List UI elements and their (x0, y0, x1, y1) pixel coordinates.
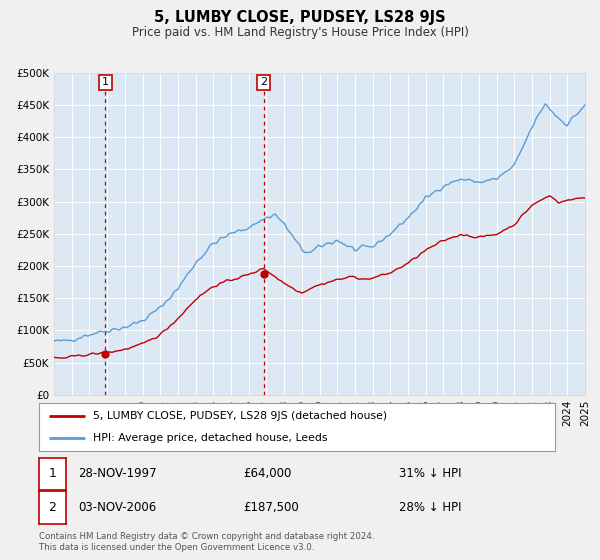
Text: 28% ↓ HPI: 28% ↓ HPI (399, 501, 461, 514)
Text: 1: 1 (102, 77, 109, 87)
Text: 28-NOV-1997: 28-NOV-1997 (78, 467, 157, 480)
Text: £187,500: £187,500 (243, 501, 299, 514)
Text: 1: 1 (49, 467, 56, 480)
Text: HPI: Average price, detached house, Leeds: HPI: Average price, detached house, Leed… (93, 433, 328, 443)
Text: 5, LUMBY CLOSE, PUDSEY, LS28 9JS: 5, LUMBY CLOSE, PUDSEY, LS28 9JS (154, 10, 446, 25)
Text: 03-NOV-2006: 03-NOV-2006 (78, 501, 156, 514)
Bar (106, 73, 263, 395)
Text: £64,000: £64,000 (243, 467, 292, 480)
Text: Price paid vs. HM Land Registry's House Price Index (HPI): Price paid vs. HM Land Registry's House … (131, 26, 469, 39)
Text: 31% ↓ HPI: 31% ↓ HPI (399, 467, 461, 480)
Text: 2: 2 (260, 77, 267, 87)
Text: Contains HM Land Registry data © Crown copyright and database right 2024.: Contains HM Land Registry data © Crown c… (39, 532, 374, 541)
Text: This data is licensed under the Open Government Licence v3.0.: This data is licensed under the Open Gov… (39, 543, 314, 552)
Text: 2: 2 (49, 501, 56, 514)
Text: 5, LUMBY CLOSE, PUDSEY, LS28 9JS (detached house): 5, LUMBY CLOSE, PUDSEY, LS28 9JS (detach… (93, 411, 388, 421)
